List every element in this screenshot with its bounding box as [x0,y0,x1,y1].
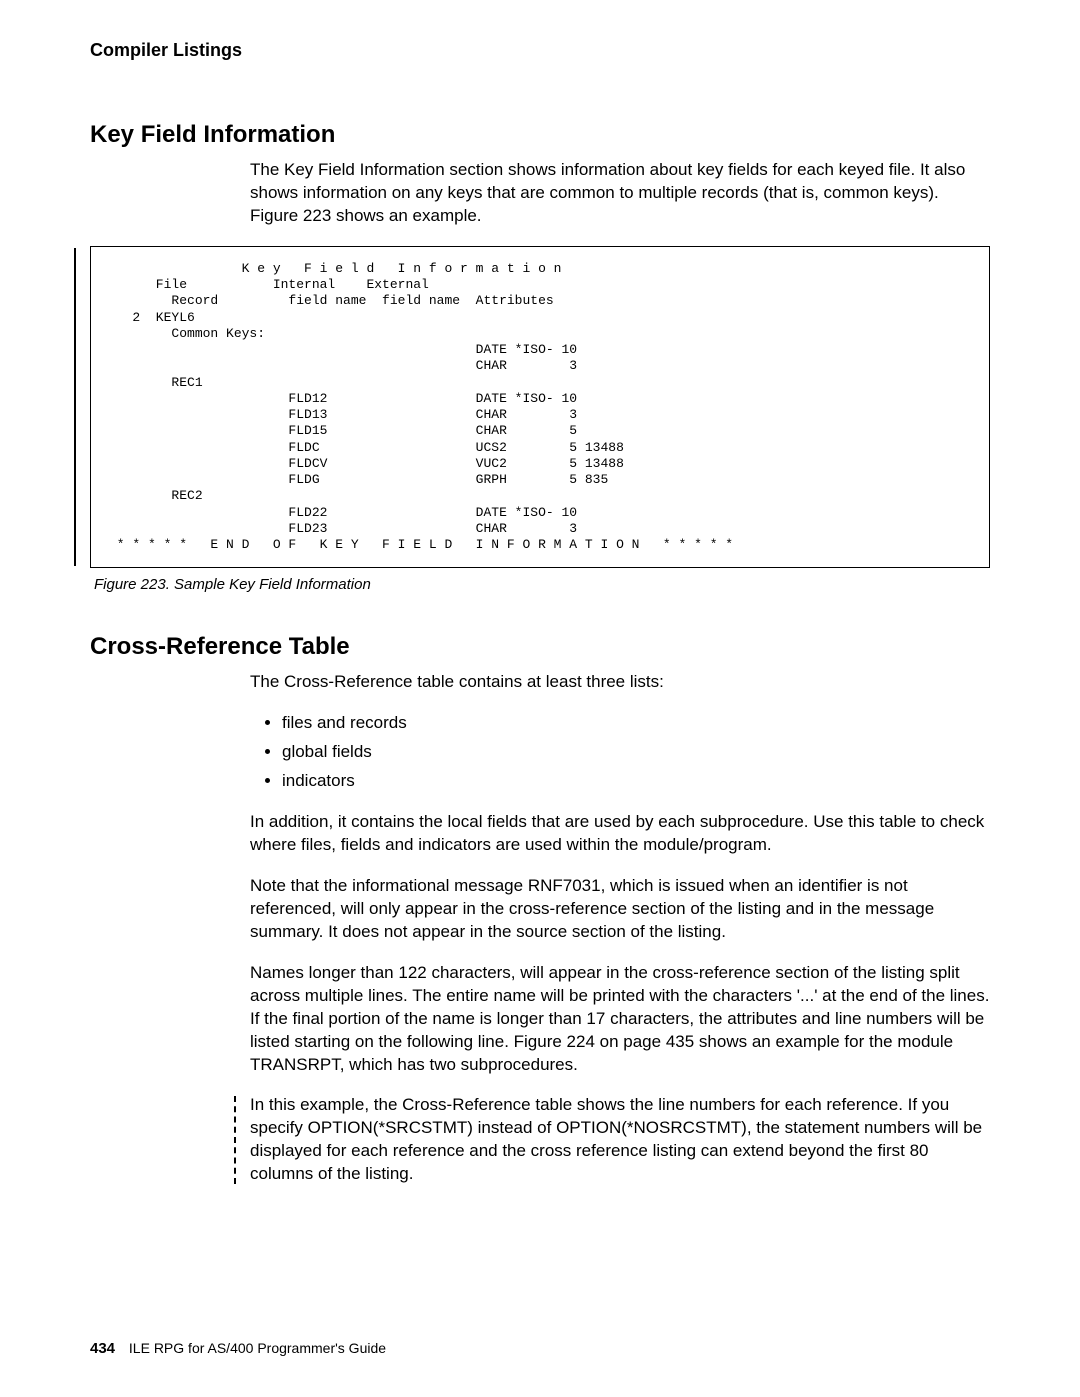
crossref-bullet-list: files and records global fields indicato… [250,712,990,793]
running-head: Compiler Listings [90,40,990,61]
crossref-intro: The Cross-Reference table contains at le… [250,671,990,694]
heading-key-field-info: Key Field Information [90,121,990,149]
page-footer: 434 ILE RPG for AS/400 Programmer's Guid… [90,1340,386,1357]
crossref-p5: In this example, the Cross-Reference tab… [250,1094,990,1186]
crossref-p2: In addition, it contains the local field… [250,811,990,857]
page-number: 434 [90,1340,115,1357]
bullet-item: global fields [282,741,990,764]
page: Compiler Listings Key Field Information … [0,0,1080,1397]
crossref-p3: Note that the informational message RNF7… [250,875,990,944]
code-box-wrapper: K e y F i e l d I n f o r m a t i o n Fi… [90,246,990,569]
crossref-p4: Names longer than 122 characters, will a… [250,962,990,1077]
book-title: ILE RPG for AS/400 Programmer's Guide [129,1340,386,1356]
bullet-item: files and records [282,712,990,735]
intro-key-field-info: The Key Field Information section shows … [250,159,990,228]
body-cross-reference: The Cross-Reference table contains at le… [250,671,990,1186]
figure-caption-223: Figure 223. Sample Key Field Information [94,576,990,593]
heading-cross-reference: Cross-Reference Table [90,633,990,661]
intro-paragraph-1: The Key Field Information section shows … [250,159,990,228]
change-bar-p5: In this example, the Cross-Reference tab… [250,1094,990,1186]
key-field-code-listing: K e y F i e l d I n f o r m a t i o n Fi… [90,246,990,569]
bullet-item: indicators [282,770,990,793]
